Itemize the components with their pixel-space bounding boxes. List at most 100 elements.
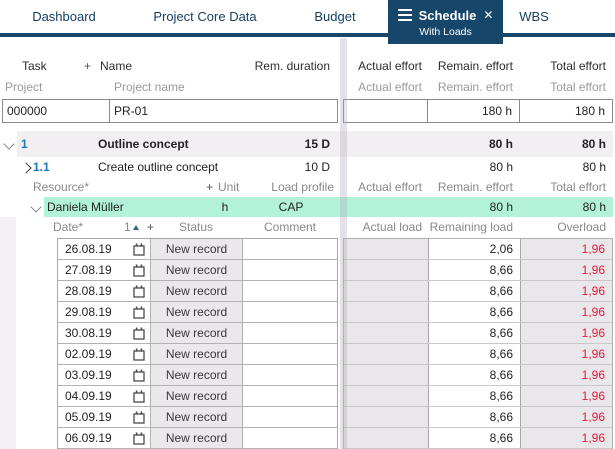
date-cell[interactable]: 30.08.19 [58, 323, 151, 343]
calendar-icon[interactable] [133, 243, 145, 256]
overload-cell: 1,96 [521, 365, 612, 385]
column-header-remain-effort-3: Remain. effort [437, 180, 513, 194]
chevron-right-icon[interactable] [20, 162, 32, 174]
project-remain-effort-input[interactable]: 180 h [427, 99, 520, 123]
date-cell[interactable]: 28.08.19 [58, 281, 151, 301]
load-row: 30.08.19 New record [58, 323, 337, 344]
date-value: 30.08.19 [65, 326, 112, 340]
comment-cell[interactable] [243, 302, 337, 322]
date-value: 04.09.19 [65, 389, 112, 403]
resource-unit: h [221, 200, 229, 214]
subtask-total-effort: 80 h [582, 160, 606, 174]
tab-project-core-data[interactable]: Project Core Data [153, 9, 257, 24]
project-actual-effort-input[interactable] [343, 99, 428, 123]
date-cell[interactable]: 02.09.19 [58, 344, 151, 364]
calendar-icon[interactable] [133, 327, 145, 340]
date-cell[interactable]: 26.08.19 [58, 239, 151, 259]
calendar-icon[interactable] [133, 306, 145, 319]
load-values-row: 8,66 1,96 [344, 407, 612, 428]
tab-dashboard[interactable]: Dashboard [32, 9, 96, 24]
subtask-remain-effort: 80 h [489, 160, 513, 174]
resource-name: Daniela Müller [47, 200, 124, 214]
remaining-load-cell[interactable]: 8,66 [429, 302, 521, 322]
resource-row-highlight [44, 197, 613, 217]
calendar-icon[interactable] [133, 285, 145, 298]
sort-ascending-icon[interactable]: 1 [124, 217, 140, 238]
date-cell[interactable]: 04.09.19 [58, 386, 151, 406]
tab-budget[interactable]: Budget [314, 9, 356, 24]
comment-cell[interactable] [243, 323, 337, 343]
panel-divider[interactable] [340, 38, 347, 449]
comment-cell[interactable] [243, 428, 337, 448]
load-table-left: 26.08.19 New record 27.08.19 [57, 238, 338, 449]
load-header-row: Date* 1 + Status Comment Actual load Rem… [0, 217, 615, 238]
status-value: New record [165, 242, 228, 256]
add-resource-icon[interactable]: + [206, 180, 214, 194]
resource-row[interactable]: Daniela Müller h CAP 80 h 80 h [0, 197, 615, 217]
close-icon[interactable]: ✕ [483, 8, 494, 22]
date-cell[interactable]: 06.09.19 [58, 428, 151, 448]
calendar-icon[interactable] [133, 432, 145, 445]
project-name-input[interactable]: PR-01 [109, 99, 338, 123]
comment-cell[interactable] [243, 365, 337, 385]
chevron-down-icon[interactable] [3, 138, 15, 150]
remaining-load-cell[interactable]: 8,66 [429, 428, 521, 448]
load-row: 06.09.19 New record [58, 428, 337, 449]
overload-cell: 1,96 [521, 260, 612, 280]
date-value: 26.08.19 [65, 242, 112, 256]
comment-cell[interactable] [243, 260, 337, 280]
load-row: 02.09.19 New record [58, 344, 337, 365]
tab-schedule[interactable]: Schedule ✕ With Loads [388, 0, 503, 44]
comment-cell[interactable] [243, 386, 337, 406]
date-cell[interactable]: 05.09.19 [58, 407, 151, 427]
remaining-load-cell[interactable]: 8,66 [429, 365, 521, 385]
calendar-icon[interactable] [133, 390, 145, 403]
calendar-icon[interactable] [133, 264, 145, 277]
project-row: 000000 PR-01 180 h 180 h [0, 99, 615, 123]
add-column-icon[interactable]: + [84, 59, 92, 73]
tab-wbs[interactable]: WBS [519, 9, 549, 24]
remaining-load-cell[interactable]: 2,06 [429, 239, 521, 259]
date-value: 28.08.19 [65, 284, 112, 298]
comment-cell[interactable] [243, 344, 337, 364]
calendar-icon[interactable] [133, 369, 145, 382]
tab-bar: Dashboard Project Core Data Budget WBS S… [0, 0, 615, 44]
task-row-1[interactable]: 1 Outline concept 15 D 80 h 80 h [0, 131, 615, 157]
status-value: New record [165, 326, 228, 340]
remaining-load-cell[interactable]: 8,66 [429, 407, 521, 427]
calendar-icon[interactable] [133, 411, 145, 424]
status-value: New record [165, 368, 228, 382]
task-rem-duration: 15 D [304, 137, 330, 151]
project-id-input[interactable]: 000000 [2, 99, 110, 123]
column-header-actual-effort-2: Actual effort [358, 80, 422, 94]
date-value: 29.08.19 [65, 305, 112, 319]
remaining-load-cell[interactable]: 8,66 [429, 323, 521, 343]
date-cell[interactable]: 03.09.19 [58, 365, 151, 385]
remaining-load-cell[interactable]: 8,66 [429, 281, 521, 301]
date-cell[interactable]: 29.08.19 [58, 302, 151, 322]
project-total-effort-input[interactable]: 180 h [519, 99, 613, 123]
menu-icon[interactable] [397, 8, 412, 22]
chevron-down-icon[interactable] [30, 201, 42, 213]
date-value: 06.09.19 [65, 431, 112, 445]
calendar-icon[interactable] [133, 348, 145, 361]
comment-cell[interactable] [243, 407, 337, 427]
load-row: 05.09.19 New record [58, 407, 337, 428]
column-header-task: Task [22, 59, 47, 73]
actual-load-cell [344, 365, 429, 385]
comment-cell[interactable] [243, 239, 337, 259]
remaining-load-cell[interactable]: 8,66 [429, 386, 521, 406]
date-cell[interactable]: 27.08.19 [58, 260, 151, 280]
actual-load-cell [344, 323, 429, 343]
date-value: 02.09.19 [65, 347, 112, 361]
column-header-remain-effort: Remain. effort [437, 59, 513, 73]
load-values-row: 8,66 1,96 [344, 260, 612, 281]
comment-cell[interactable] [243, 281, 337, 301]
add-load-record-icon[interactable]: + [147, 220, 155, 234]
overload-cell: 1,96 [521, 386, 612, 406]
task-remain-effort: 80 h [488, 137, 513, 151]
remaining-load-cell[interactable]: 8,66 [429, 344, 521, 364]
overload-cell: 1,96 [521, 407, 612, 427]
task-row-1-1[interactable]: 1.1 Create outline concept 10 D 80 h 80 … [0, 157, 615, 178]
remaining-load-cell[interactable]: 8,66 [429, 260, 521, 280]
